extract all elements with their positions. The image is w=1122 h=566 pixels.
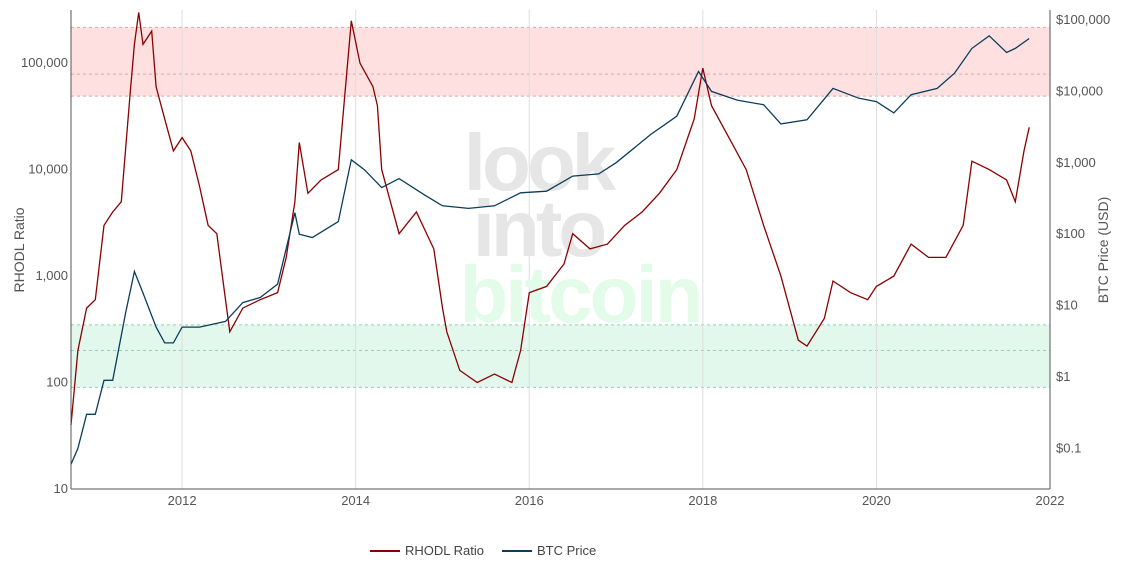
- rhodl-chart: look into bitcoin 2012 2014 2016 2018 2020 20…: [11, 10, 1111, 508]
- x-tick-label: 2012: [168, 493, 197, 508]
- x-tick-label: 2022: [1036, 493, 1065, 508]
- legend-label-btc: BTC Price: [536, 543, 597, 558]
- watermark-bitcoin: bitcoin: [459, 250, 700, 339]
- y-right-tick-label: $1: [1056, 369, 1070, 384]
- overheated-zone: [71, 27, 1050, 97]
- rhodl-ratio-line: [70, 12, 1030, 425]
- y-left-tick-label: 1,000: [35, 268, 68, 283]
- undervalued-zone: [71, 324, 1050, 388]
- y-left-tick-label: 10,000: [28, 162, 68, 177]
- y-right-tick-label: $10,000: [1056, 83, 1103, 98]
- x-tick-label: 2018: [688, 493, 717, 508]
- legend-item-btc[interactable]: BTC Price: [501, 543, 597, 558]
- y-left-tick-label: 100: [46, 375, 68, 390]
- legend-item-rhodl[interactable]: RHODL Ratio: [370, 543, 484, 558]
- y-left-tick-label: 100,000: [21, 55, 68, 70]
- watermark-into: into: [473, 184, 605, 273]
- x-tick-label: 2014: [341, 493, 370, 508]
- y-right-tick-label: $0.1: [1056, 440, 1081, 455]
- legend: RHODL Ratio BTC Price: [370, 543, 596, 558]
- y-left-label: RHODL Ratio: [11, 207, 27, 292]
- y-right-tick-label: $100: [1056, 226, 1085, 241]
- x-tick-label: 2020: [862, 493, 891, 508]
- legend-swatch-rhodl: [370, 549, 400, 552]
- y-right-tick-label: $100,000: [1056, 12, 1110, 27]
- y-right-label: BTC Price (USD): [1095, 197, 1111, 304]
- legend-label-rhodl: RHODL Ratio: [405, 543, 484, 558]
- y-left-tick-label: 10: [54, 481, 68, 496]
- y-right-tick-label: $1,000: [1056, 155, 1096, 170]
- x-tick-label: 2016: [515, 493, 544, 508]
- watermark-look: look: [464, 118, 617, 207]
- watermark-logo: look into bitcoin: [459, 118, 703, 339]
- btc-price-line: [70, 34, 1030, 465]
- legend-swatch-btc: [501, 549, 532, 552]
- y-right-tick-label: $10: [1056, 298, 1078, 313]
